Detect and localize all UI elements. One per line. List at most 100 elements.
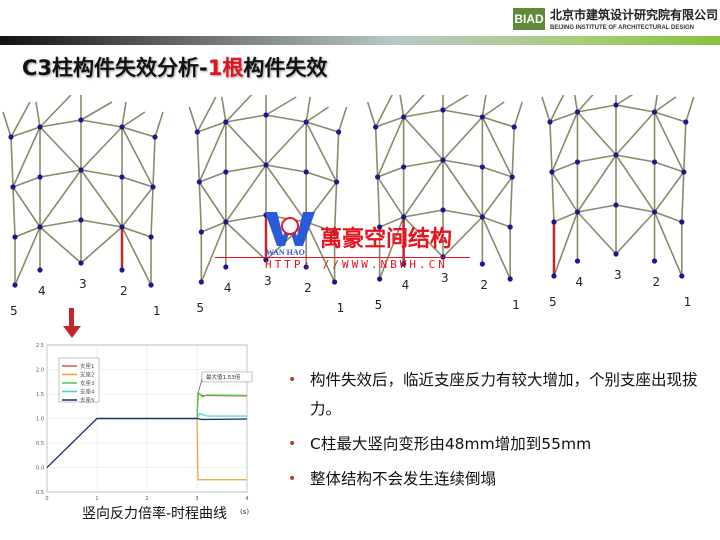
down-arrow-icon: [63, 308, 81, 338]
truss-node: [10, 184, 16, 190]
truss-member: [196, 96, 217, 133]
truss-member: [442, 116, 483, 161]
bullet-list: • 构件失效后，临近支座反力有较大增加，个别支座出现拔力。 • C柱最大竖向变形由4…: [288, 366, 708, 500]
truss-member: [576, 111, 617, 156]
truss-node: [78, 260, 84, 266]
truss-member: [481, 176, 513, 218]
truss-node: [507, 276, 513, 282]
annotation-box: [201, 371, 253, 383]
bullet-marker: •: [288, 471, 297, 487]
truss-member: [378, 216, 405, 280]
truss-node: [37, 267, 43, 273]
truss-member: [121, 111, 146, 128]
truss-member: [225, 164, 267, 173]
truss-member: [541, 96, 551, 123]
company-name-cn: 北京市建筑设计研究院有限公司: [550, 8, 719, 22]
truss-member: [654, 161, 685, 173]
truss-node: [119, 124, 125, 130]
truss-member: [442, 159, 484, 218]
truss-member: [615, 204, 655, 213]
truss-node: [332, 279, 338, 285]
truss-node: [651, 209, 658, 215]
truss-node: [223, 169, 229, 175]
truss-node: [263, 112, 269, 118]
truss-node: [440, 207, 446, 213]
bullet-item: • 整体结构不会发生连续倒塌: [288, 465, 708, 494]
truss-member: [197, 121, 227, 133]
truss-member: [551, 171, 579, 213]
legend-label: 支座4: [80, 388, 95, 396]
truss-member: [121, 186, 154, 228]
support-label: 2: [653, 275, 661, 289]
support-label: 3: [441, 271, 449, 285]
support-label: 4: [38, 284, 46, 298]
watermark-brand: WAN HAO: [266, 248, 305, 257]
truss-node: [223, 219, 229, 225]
watermark-name: 萬豪空间结构: [320, 227, 453, 252]
truss-member: [10, 101, 31, 138]
legend-label: 支座3: [80, 379, 95, 387]
truss-member: [482, 166, 513, 178]
truss-member: [576, 154, 617, 213]
truss-member: [225, 164, 267, 223]
legend-label: 支座1: [80, 362, 95, 370]
support-label: 1: [512, 298, 520, 312]
truss-node: [8, 134, 14, 140]
truss-member: [481, 216, 511, 280]
truss-node: [334, 179, 340, 185]
truss-member: [685, 96, 695, 123]
x-tick-label: 0: [45, 496, 48, 502]
truss-node: [223, 264, 229, 270]
company-name-en: BEIJING INSTITUTE OF ARCHITECTURAL DESIG…: [550, 25, 695, 31]
truss-node: [613, 152, 619, 158]
support-label: 1: [684, 295, 692, 309]
truss-member: [265, 96, 297, 116]
support-label: 2: [120, 284, 128, 298]
support-label: 4: [224, 281, 232, 295]
truss-member: [265, 164, 307, 173]
truss-member: [553, 211, 578, 223]
y-tick-label: 0.5: [36, 441, 44, 447]
truss-member: [198, 121, 227, 183]
truss-node: [303, 119, 309, 125]
truss-member: [615, 95, 634, 106]
truss-node: [198, 279, 204, 285]
truss-node: [551, 273, 557, 279]
y-tick-label: 2.5: [36, 343, 44, 349]
truss-member: [653, 95, 659, 113]
truss-node: [303, 264, 309, 270]
support-label: 3: [614, 268, 622, 282]
truss-member: [402, 159, 444, 218]
bullet-text: C柱最大竖向变形由48mm增加到55mm: [310, 435, 592, 453]
truss-member: [376, 116, 405, 178]
truss-node: [479, 114, 485, 120]
truss-node: [551, 219, 557, 225]
truss-node: [401, 164, 407, 170]
truss-member: [654, 211, 683, 223]
truss-member: [442, 159, 483, 168]
truss-member: [39, 95, 72, 128]
truss-node: [194, 129, 200, 135]
truss-node: [119, 224, 125, 230]
x-axis-unit: (s): [240, 508, 250, 516]
truss-member: [513, 101, 523, 128]
truss-member: [653, 211, 683, 277]
support-label: 3: [79, 277, 87, 291]
truss-panel: 5 4 3 2 1: [541, 95, 695, 309]
truss-member: [442, 95, 469, 111]
truss-member: [225, 95, 253, 123]
y-tick-label: -0.5: [34, 490, 44, 496]
truss-member: [577, 104, 617, 113]
truss-member: [198, 181, 227, 223]
truss-node: [511, 124, 517, 130]
truss-member: [265, 121, 307, 166]
truss-member: [188, 106, 199, 133]
truss-member: [201, 221, 227, 233]
truss-member: [377, 166, 404, 178]
truss-member: [375, 116, 404, 128]
truss-member: [10, 136, 14, 188]
truss-node: [223, 119, 229, 125]
annotation-text: 最大值1.53倍: [206, 373, 241, 381]
support-label: 4: [575, 275, 583, 289]
truss-node: [574, 109, 581, 115]
